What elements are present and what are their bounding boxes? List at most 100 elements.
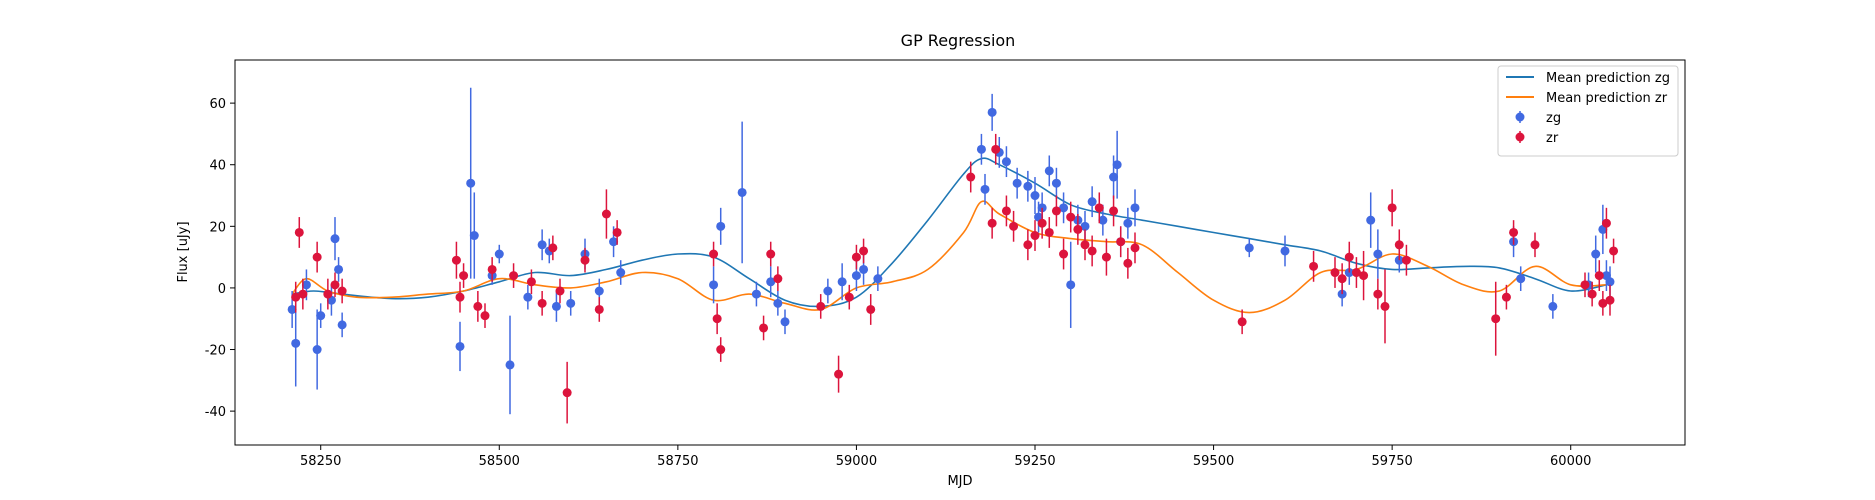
zg-point [980,184,990,194]
zr-point [1501,292,1511,302]
zr-point [859,246,869,256]
zg-point [1605,277,1615,287]
zr-point [712,314,722,324]
zr-point [1601,218,1611,228]
zg-point [455,341,465,351]
zg-point [316,311,326,321]
zr-point [759,323,769,333]
zr-point [816,301,826,311]
zg-point [851,271,861,281]
zg-point [837,277,847,287]
zr-point [1001,206,1011,216]
zr-point [594,304,604,314]
zg-point [505,360,515,370]
zg-point [1280,246,1290,256]
zg-point [330,234,340,244]
x-tick-label: 59000 [836,454,877,469]
zr-point [1580,280,1590,290]
x-tick-label: 58500 [479,454,520,469]
zr-point [612,227,622,237]
zg-point [337,320,347,330]
zr-point [1130,243,1140,253]
zg-point [1112,160,1122,170]
zg-point [976,144,986,154]
zr-point [1073,224,1083,234]
zg-point [287,304,297,314]
zg-point [1030,191,1040,201]
legend-label: zg [1546,111,1561,126]
zr-point [1609,246,1619,256]
x-tick-label: 59750 [1371,454,1412,469]
x-axis-label: MJD [947,474,972,489]
y-tick-label: 40 [209,159,226,174]
zr-point [1023,240,1033,250]
zr-point [1530,240,1540,250]
zr-point [851,252,861,262]
zg-point [987,107,997,117]
zr-point [1491,314,1501,324]
zg-point [494,249,504,259]
zg-point [1591,249,1601,259]
zr-point [580,255,590,265]
zg-point [334,264,344,274]
x-tick-label: 59250 [1014,454,1055,469]
zr-point [1337,274,1347,284]
zg-point [1244,243,1254,253]
zr-point [1359,271,1369,281]
zr-point [991,144,1001,154]
zg-point [1001,157,1011,167]
zr-point [1030,231,1040,241]
chart-title: GP Regression [901,31,1016,50]
zg-point [766,277,776,287]
zg-point [469,231,479,241]
zg-point [716,221,726,231]
zg-point [1130,203,1140,213]
legend-marker-swatch [1515,112,1525,122]
zr-point [1237,317,1247,327]
zg-point [1080,221,1090,231]
zr-point [1116,237,1126,247]
zg-point [537,240,547,250]
zr-point [337,286,347,296]
zg-point [859,264,869,274]
y-axis-label: Flux [uJy] [176,221,191,282]
zr-point [312,252,322,262]
data-layer [287,87,1619,424]
zg-point [773,298,783,308]
axes-layer: 58250 58500 58750 59000 59250 59500 59750 60000… [205,97,1592,469]
y-tick-label: -40 [205,405,226,420]
legend-frame [1497,65,1679,157]
zr-point [834,369,844,379]
zg-point [1066,280,1076,290]
zr-point [459,271,469,281]
legend: Mean prediction zg Mean prediction zr zg zr [1497,65,1679,157]
series-line-zg [291,157,1607,308]
legend-label: zr [1546,131,1559,146]
zg-point [1366,215,1376,225]
zr-point [480,311,490,321]
y-tick-label: 20 [209,220,226,235]
zg-point [1051,178,1061,188]
zr-point [716,345,726,355]
zr-point [291,292,301,302]
zg-point [1548,301,1558,311]
legend-label: Mean prediction zr [1546,91,1668,106]
zg-point [823,286,833,296]
x-tick-label: 59500 [1193,454,1234,469]
x-tick-label: 58250 [300,454,341,469]
zr-point [1309,261,1319,271]
zr-point [1598,298,1608,308]
zr-point [451,255,461,265]
zr-point [548,243,558,253]
zg-point [1123,218,1133,228]
zr-point [1123,258,1133,268]
zr-point [866,304,876,314]
legend-marker-swatch [1515,132,1525,142]
zr-point [1394,240,1404,250]
plot-frame [234,59,1686,446]
zg-point [312,345,322,355]
zg-point [873,274,883,284]
zr-point [1087,246,1097,256]
zr-point [1594,271,1604,281]
plot-area [235,60,1685,445]
